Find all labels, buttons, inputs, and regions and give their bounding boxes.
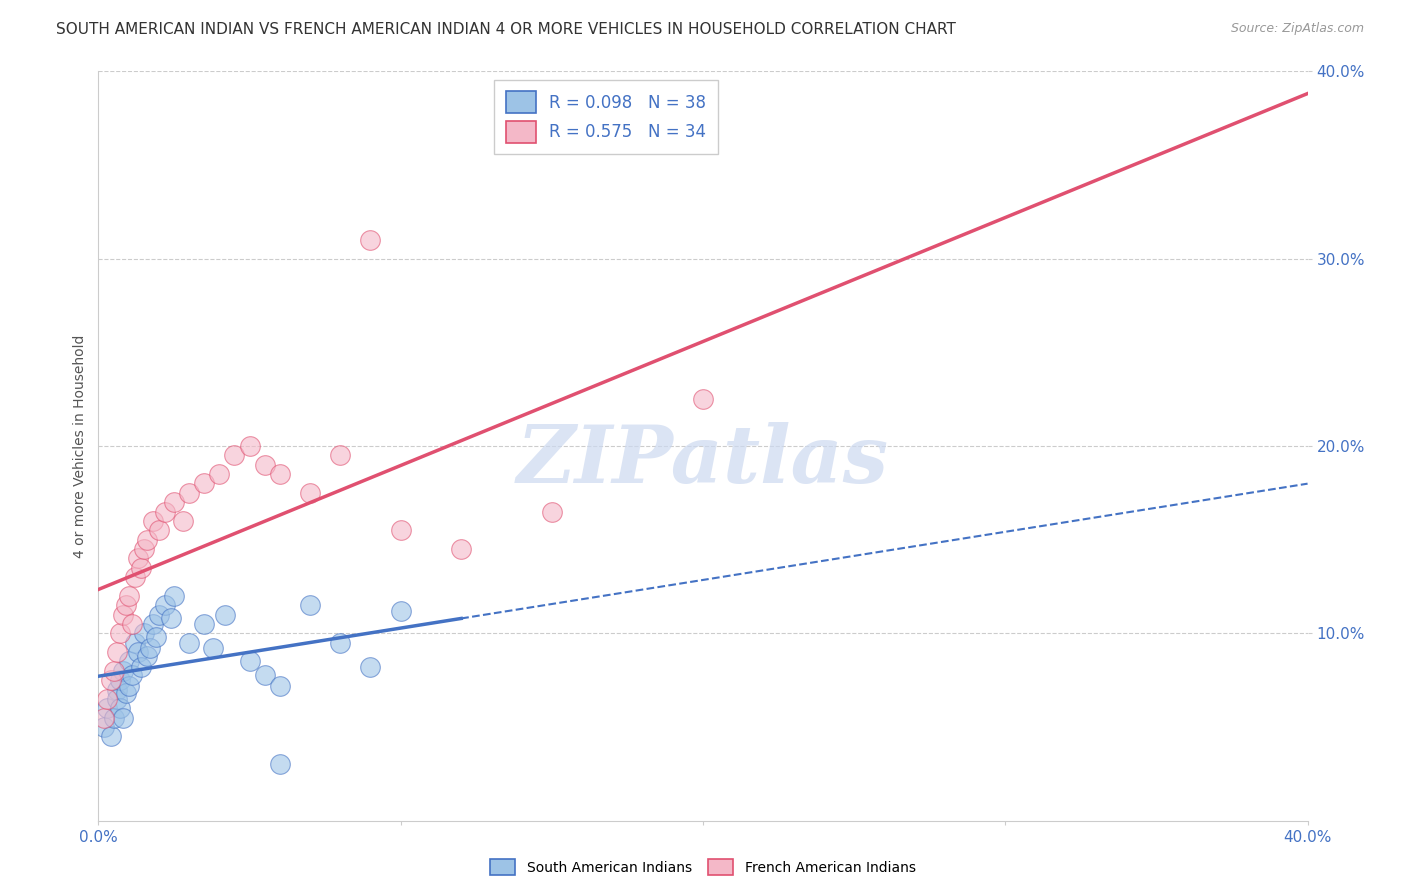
Point xyxy=(121,667,143,681)
Point xyxy=(224,449,246,463)
Point xyxy=(160,611,183,625)
Point xyxy=(193,617,215,632)
Point xyxy=(329,635,352,649)
Point xyxy=(269,679,291,693)
Point xyxy=(100,673,122,688)
Point xyxy=(360,660,382,674)
Point xyxy=(172,514,194,528)
Point xyxy=(360,233,382,247)
Point xyxy=(163,495,186,509)
Point xyxy=(108,673,131,688)
Point xyxy=(142,514,165,528)
Point xyxy=(108,626,131,640)
Point xyxy=(153,599,176,613)
Point xyxy=(135,648,157,663)
Point xyxy=(193,476,215,491)
Text: Source: ZipAtlas.com: Source: ZipAtlas.com xyxy=(1230,22,1364,36)
Point xyxy=(145,630,167,644)
Point xyxy=(118,679,141,693)
Point xyxy=(129,660,152,674)
Point xyxy=(208,467,231,482)
Point xyxy=(329,449,352,463)
Point xyxy=(253,458,276,472)
Point xyxy=(540,505,562,519)
Point xyxy=(103,664,125,678)
Point xyxy=(148,607,170,622)
Point xyxy=(111,607,134,622)
Point xyxy=(105,645,128,659)
Text: SOUTH AMERICAN INDIAN VS FRENCH AMERICAN INDIAN 4 OR MORE VEHICLES IN HOUSEHOLD : SOUTH AMERICAN INDIAN VS FRENCH AMERICAN… xyxy=(56,22,956,37)
Point xyxy=(135,533,157,547)
Legend: South American Indians, French American Indians: South American Indians, French American … xyxy=(485,854,921,880)
Point xyxy=(389,604,412,618)
Point xyxy=(127,645,149,659)
Point xyxy=(153,505,176,519)
Point xyxy=(142,617,165,632)
Point xyxy=(163,589,186,603)
Point xyxy=(253,667,276,681)
Point xyxy=(299,486,322,500)
Point xyxy=(114,599,136,613)
Point xyxy=(239,439,262,453)
Point xyxy=(202,641,225,656)
Point xyxy=(179,635,201,649)
Point xyxy=(121,617,143,632)
Point xyxy=(111,710,134,724)
Point xyxy=(114,686,136,700)
Point xyxy=(450,542,472,557)
Point xyxy=(96,701,118,715)
Point xyxy=(118,655,141,669)
Point xyxy=(239,655,262,669)
Point xyxy=(105,682,128,697)
Point xyxy=(100,730,122,744)
Point xyxy=(96,692,118,706)
Point xyxy=(127,551,149,566)
Point xyxy=(299,599,322,613)
Point xyxy=(108,701,131,715)
Point xyxy=(148,524,170,538)
Point xyxy=(105,692,128,706)
Point xyxy=(692,392,714,407)
Y-axis label: 4 or more Vehicles in Household: 4 or more Vehicles in Household xyxy=(73,334,87,558)
Point xyxy=(118,589,141,603)
Point xyxy=(389,524,412,538)
Legend: R = 0.098   N = 38, R = 0.575   N = 34: R = 0.098 N = 38, R = 0.575 N = 34 xyxy=(495,79,718,154)
Point xyxy=(124,635,146,649)
Point xyxy=(179,486,201,500)
Point xyxy=(129,561,152,575)
Point xyxy=(139,641,162,656)
Point xyxy=(103,710,125,724)
Point xyxy=(269,757,291,772)
Point xyxy=(111,664,134,678)
Point xyxy=(132,542,155,557)
Text: ZIPatlas: ZIPatlas xyxy=(517,422,889,500)
Point xyxy=(214,607,236,622)
Point xyxy=(132,626,155,640)
Point xyxy=(93,710,115,724)
Point xyxy=(93,720,115,734)
Point xyxy=(269,467,291,482)
Point xyxy=(124,570,146,584)
